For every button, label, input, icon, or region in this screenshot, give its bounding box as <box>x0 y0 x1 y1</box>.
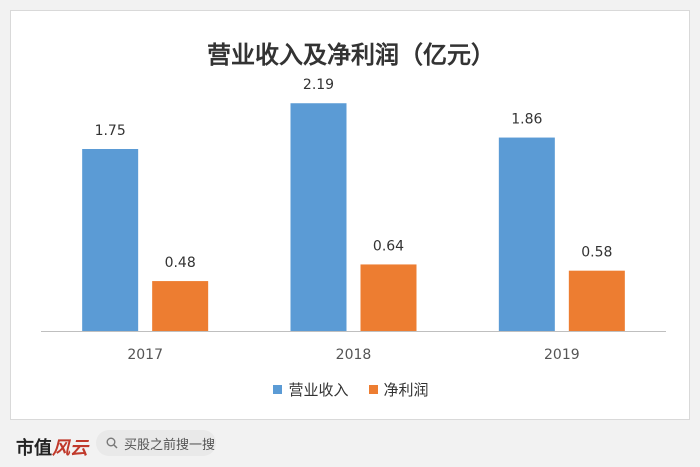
brand-logo[interactable]: 市值风云 <box>16 434 88 460</box>
bar-revenue-2018 <box>290 103 347 332</box>
data-label-profit-2017: 0.48 <box>165 255 196 271</box>
data-label-profit-2018: 0.64 <box>373 238 404 254</box>
search-button[interactable]: 买股之前搜一搜 <box>96 430 216 456</box>
bar-chart: 1.75 0.48 2017 2.19 0.64 2018 1.86 0.58 2019 <box>41 77 666 361</box>
search-text: 买股之前搜一搜 <box>124 437 216 453</box>
legend-label-profit: 净利润 <box>383 381 429 399</box>
x-tick-label-2019: 2019 <box>544 347 580 361</box>
bar-profit-2019 <box>568 270 625 331</box>
x-tick-label-2017: 2017 <box>127 347 163 361</box>
legend-label-revenue: 营业收入 <box>288 381 349 399</box>
search-icon <box>106 437 118 449</box>
legend-item-revenue: 营业收入 <box>273 379 349 400</box>
bar-profit-2018 <box>360 264 417 331</box>
bar-revenue-2019 <box>498 137 555 331</box>
logo-accent: 风云 <box>52 438 88 459</box>
chart-card: 营业收入及净利润（亿元） 1.75 0.48 2017 2.19 0.64 2018 1.8… <box>10 10 690 420</box>
legend-swatch-profit <box>368 385 378 394</box>
data-label-profit-2019: 0.58 <box>581 245 612 261</box>
bar-profit-2017 <box>152 281 209 331</box>
data-label-revenue-2019: 1.86 <box>511 112 542 128</box>
chart-legend: 营业收入 净利润 <box>11 379 691 400</box>
chart-title: 营业收入及净利润（亿元） <box>207 41 495 69</box>
legend-item-profit: 净利润 <box>368 379 429 400</box>
logo-text: 市值 <box>16 438 52 459</box>
data-label-revenue-2018: 2.19 <box>303 77 334 93</box>
legend-swatch-revenue <box>273 385 283 394</box>
bar-revenue-2017 <box>82 149 139 331</box>
x-tick-label-2018: 2018 <box>336 347 372 361</box>
footer-bar: 市值风云 买股之前搜一搜 <box>0 428 700 460</box>
data-label-revenue-2017: 1.75 <box>95 123 126 139</box>
